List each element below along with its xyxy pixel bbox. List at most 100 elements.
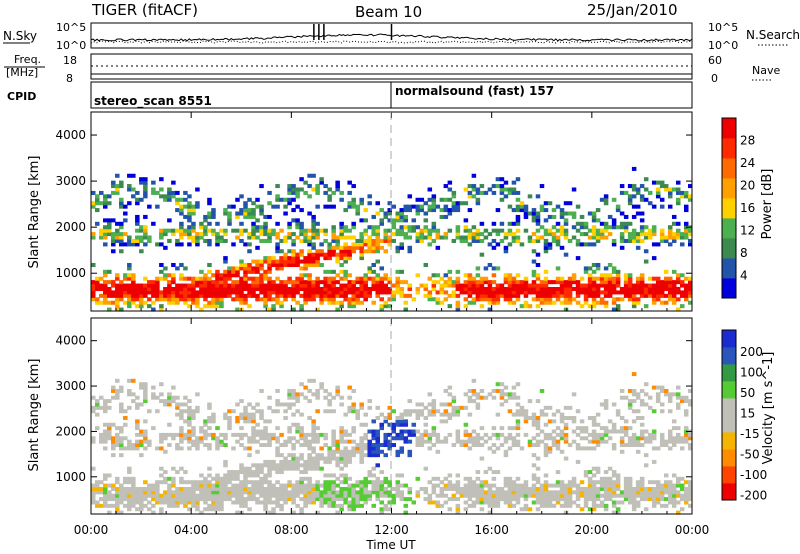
velocity-cell bbox=[159, 497, 164, 502]
power-cell bbox=[307, 194, 312, 199]
power-cell bbox=[267, 232, 272, 237]
velocity-cell bbox=[135, 446, 140, 451]
power-cell bbox=[231, 290, 236, 295]
velocity-cell bbox=[339, 466, 344, 471]
power-cell bbox=[171, 290, 176, 295]
power-cell bbox=[483, 286, 489, 292]
power-cell bbox=[491, 266, 497, 271]
velocity-cell bbox=[163, 480, 168, 485]
power-cell bbox=[559, 280, 565, 285]
velocity-cell bbox=[291, 500, 296, 505]
velocity-cell bbox=[95, 412, 100, 417]
power-cell bbox=[507, 242, 513, 247]
velocity-colorbar-tick: -15 bbox=[740, 427, 760, 441]
power-cell bbox=[299, 252, 304, 257]
velocity-cell bbox=[319, 466, 324, 471]
power-cell bbox=[371, 238, 376, 243]
power-cell bbox=[667, 204, 673, 209]
nsky-trace bbox=[90, 24, 693, 44]
power-cell bbox=[339, 304, 344, 309]
velocity-cell bbox=[179, 493, 184, 498]
velocity-cell bbox=[143, 480, 148, 485]
power-cell bbox=[467, 300, 473, 305]
power-cell bbox=[287, 262, 292, 267]
power-cell bbox=[459, 290, 465, 295]
velocity-cell bbox=[667, 446, 673, 451]
power-cell bbox=[131, 300, 136, 305]
power-cell bbox=[103, 273, 108, 278]
power-cell bbox=[107, 218, 112, 223]
power-cell bbox=[627, 184, 633, 189]
power-cell bbox=[243, 262, 248, 267]
velocity-cell bbox=[99, 405, 104, 410]
velocity-cell bbox=[551, 429, 557, 434]
power-cell bbox=[387, 242, 392, 247]
velocity-cell bbox=[359, 453, 364, 458]
velocity-cell bbox=[143, 395, 148, 400]
velocity-cell bbox=[267, 459, 272, 464]
velocity-cell bbox=[647, 493, 653, 498]
velocity-cell bbox=[179, 480, 184, 485]
power-cell bbox=[163, 286, 168, 292]
power-cell bbox=[519, 201, 525, 206]
power-cell bbox=[227, 214, 232, 219]
velocity-cell bbox=[91, 483, 96, 488]
power-cell bbox=[95, 276, 100, 281]
velocity-cell bbox=[211, 486, 216, 491]
velocity-cell bbox=[315, 409, 320, 414]
power-cell bbox=[483, 280, 489, 285]
velocity-cell bbox=[155, 497, 160, 502]
power-cell bbox=[239, 228, 244, 233]
velocity-cell bbox=[479, 436, 485, 441]
power-cell bbox=[215, 297, 220, 302]
velocity-cell bbox=[315, 466, 320, 471]
power-cell bbox=[155, 290, 160, 295]
power-cell bbox=[555, 221, 561, 226]
power-cell bbox=[539, 225, 545, 230]
velocity-cell bbox=[639, 429, 645, 434]
power-cell bbox=[595, 290, 601, 295]
velocity-cell bbox=[91, 497, 96, 502]
velocity-cell bbox=[643, 486, 649, 491]
power-cell bbox=[227, 221, 232, 226]
power-cell bbox=[599, 228, 605, 233]
velocity-cell bbox=[155, 486, 160, 491]
power-cell bbox=[207, 293, 212, 298]
power-cell bbox=[111, 218, 116, 223]
velocity-cell bbox=[491, 426, 497, 431]
velocity-cell bbox=[615, 493, 621, 498]
velocity-cell bbox=[671, 486, 677, 491]
power-cell bbox=[611, 300, 617, 305]
velocity-cell bbox=[339, 402, 344, 407]
velocity-cell bbox=[299, 436, 304, 441]
power-cell bbox=[255, 218, 260, 223]
velocity-cell bbox=[199, 486, 204, 491]
power-cell bbox=[687, 228, 693, 233]
velocity-cell bbox=[291, 483, 296, 488]
power-cell bbox=[275, 184, 280, 189]
power-cell bbox=[251, 283, 256, 288]
velocity-cell bbox=[555, 409, 561, 414]
power-cell bbox=[271, 256, 276, 261]
velocity-cell bbox=[659, 503, 665, 508]
velocity-cell bbox=[431, 409, 437, 414]
velocity-cell bbox=[631, 497, 637, 502]
velocity-cell bbox=[267, 500, 272, 505]
power-cell bbox=[555, 235, 561, 240]
power-cell bbox=[327, 290, 332, 295]
velocity-cell bbox=[311, 419, 316, 424]
power-cell bbox=[119, 249, 124, 254]
velocity-cell bbox=[199, 429, 204, 434]
velocity-cell bbox=[307, 493, 312, 498]
velocity-cell bbox=[483, 395, 489, 400]
power-cell bbox=[507, 283, 513, 288]
velocity-cell bbox=[663, 497, 669, 502]
power-cell bbox=[631, 290, 637, 295]
power-cell bbox=[455, 307, 461, 312]
power-cell bbox=[507, 300, 513, 305]
power-cell bbox=[395, 228, 401, 233]
power-cell bbox=[135, 190, 140, 195]
velocity-cell bbox=[307, 443, 312, 448]
velocity-cell bbox=[495, 503, 501, 508]
power-cell bbox=[235, 197, 240, 202]
